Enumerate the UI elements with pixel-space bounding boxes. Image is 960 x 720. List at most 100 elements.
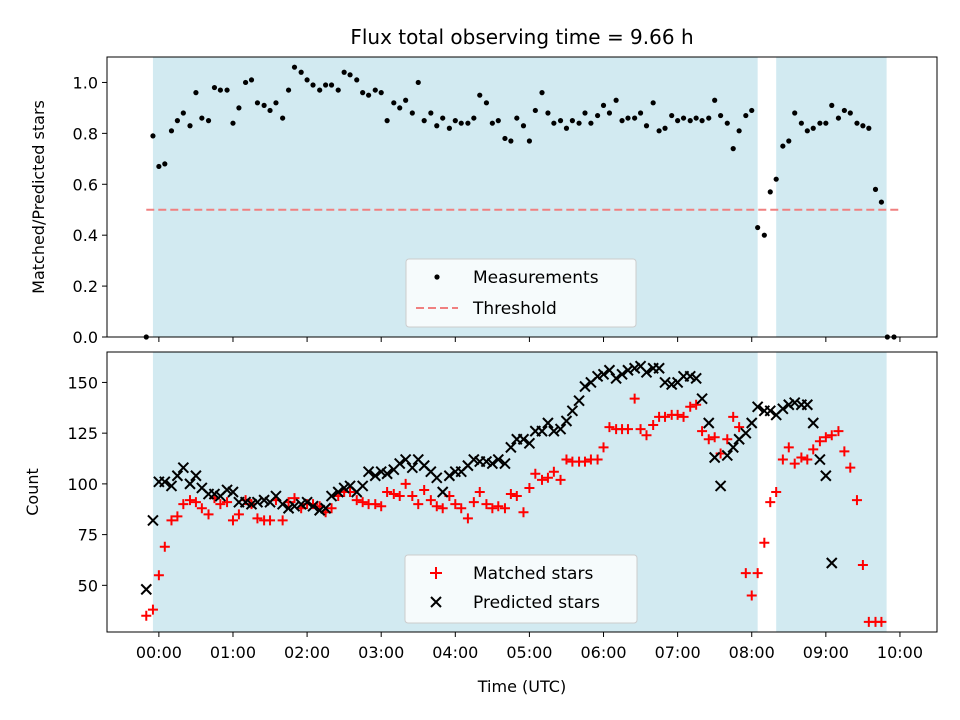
measurement-point bbox=[563, 125, 570, 131]
matched-star-point bbox=[511, 491, 522, 502]
matched-star-point bbox=[166, 515, 177, 526]
matched-star-point bbox=[752, 568, 763, 579]
predicted-star-point bbox=[288, 500, 301, 512]
top-legend-box bbox=[405, 258, 637, 328]
measurement-point bbox=[156, 163, 162, 170]
measurement-point bbox=[841, 107, 847, 114]
predicted-star-point bbox=[517, 433, 530, 445]
measurement-point bbox=[458, 120, 464, 126]
measurement-point bbox=[520, 123, 527, 129]
matched-star-point bbox=[542, 472, 553, 483]
predicted-star-point bbox=[369, 470, 381, 482]
measurement-point bbox=[582, 110, 588, 116]
predicted-star-point bbox=[325, 490, 338, 502]
matched-star-point bbox=[277, 515, 288, 526]
measurement-point bbox=[267, 107, 273, 114]
measurement-point bbox=[755, 224, 761, 231]
x-tick-label: 05:00 bbox=[506, 643, 552, 662]
matched-star-point bbox=[592, 454, 603, 465]
matched-star-point bbox=[407, 491, 418, 502]
matched-star-point bbox=[172, 511, 183, 522]
matched-star-point bbox=[326, 503, 337, 514]
measurement-point bbox=[193, 90, 199, 96]
matched-star-point bbox=[419, 484, 430, 495]
measurement-point bbox=[428, 110, 434, 116]
measurement-point bbox=[291, 64, 298, 70]
measurement-point bbox=[248, 77, 255, 83]
matched-star-point bbox=[555, 474, 566, 485]
measurement-point bbox=[569, 118, 575, 124]
matched-star-point bbox=[678, 411, 689, 422]
top-y-ticks: 0.0 0.2 0.4 0.6 0.8 1.0 bbox=[73, 73, 107, 347]
measurement-point bbox=[872, 186, 879, 192]
measurement-point bbox=[724, 120, 730, 126]
predicted-star-point bbox=[147, 514, 159, 527]
matched-star-point bbox=[579, 456, 590, 467]
x-tick-label: 09:00 bbox=[803, 643, 849, 662]
predicted-star-point bbox=[659, 376, 671, 389]
predicted-star-point bbox=[307, 500, 319, 512]
predicted-star-point bbox=[653, 362, 665, 374]
measurement-point bbox=[699, 118, 705, 124]
measurement-point bbox=[335, 87, 341, 93]
predicted-star-point bbox=[431, 472, 443, 484]
measurement-point bbox=[397, 105, 403, 111]
measurement-point bbox=[706, 115, 712, 121]
y-tick-label: 0.8 bbox=[73, 124, 98, 143]
matched-star-point bbox=[876, 616, 887, 627]
predicted-star-point bbox=[801, 399, 814, 411]
measurement-point bbox=[409, 110, 415, 116]
measurement-point bbox=[421, 118, 427, 124]
ratio-panel: 0.0 0.2 0.4 0.6 0.8 1.0 Flux total observing … bbox=[29, 25, 938, 347]
matched-star-point bbox=[345, 487, 356, 497]
matched-star-point bbox=[746, 590, 757, 601]
matched-star-point bbox=[740, 568, 751, 579]
y-tick-label: 0.6 bbox=[73, 175, 98, 194]
measurement-point bbox=[347, 72, 353, 78]
matched-star-point bbox=[622, 424, 633, 435]
matched-star-point bbox=[820, 432, 831, 443]
matched-star-point bbox=[141, 610, 152, 621]
measurement-point bbox=[675, 118, 681, 124]
matched-star-point bbox=[826, 430, 837, 441]
measurement-point bbox=[594, 112, 601, 119]
y-tick-label: 150 bbox=[67, 373, 98, 392]
matched-star-point bbox=[382, 487, 393, 497]
measurement-point bbox=[514, 115, 520, 121]
predicted-star-point bbox=[696, 392, 708, 405]
matched-star-point bbox=[685, 401, 696, 412]
measurement-point bbox=[810, 125, 816, 131]
predicted-star-point bbox=[703, 417, 715, 429]
measurement-point bbox=[835, 115, 842, 121]
predicted-star-point bbox=[603, 364, 616, 376]
measurement-point bbox=[446, 125, 452, 131]
predicted-star-point bbox=[159, 476, 171, 488]
measurement-point bbox=[730, 146, 736, 152]
measurement-point bbox=[391, 100, 397, 106]
matched-star-point bbox=[857, 560, 868, 571]
measurement-points bbox=[143, 64, 897, 340]
matched-star-point bbox=[648, 420, 659, 431]
matched-star-point bbox=[450, 499, 461, 510]
matched-star-point bbox=[468, 497, 479, 508]
measurement-point bbox=[254, 100, 261, 106]
measurement-point bbox=[637, 110, 644, 116]
matched-star-point bbox=[765, 497, 776, 508]
measurement-point bbox=[643, 123, 650, 129]
measurement-point bbox=[440, 115, 446, 121]
measurement-point bbox=[434, 123, 440, 129]
predicted-star-point bbox=[777, 403, 789, 415]
plus-icon bbox=[430, 567, 442, 579]
measurement-point bbox=[878, 199, 885, 205]
matched-star-point bbox=[185, 495, 195, 506]
bottom-legend: Matched stars Predicted stars bbox=[404, 554, 638, 624]
matched-star-point bbox=[839, 446, 850, 457]
measurement-point bbox=[174, 118, 181, 124]
matched-star-point bbox=[388, 489, 399, 500]
matched-star-point bbox=[425, 495, 436, 506]
measurement-point bbox=[261, 102, 267, 108]
matched-star-point bbox=[709, 432, 720, 443]
matched-star-point bbox=[548, 466, 559, 477]
measurement-point bbox=[829, 102, 835, 108]
